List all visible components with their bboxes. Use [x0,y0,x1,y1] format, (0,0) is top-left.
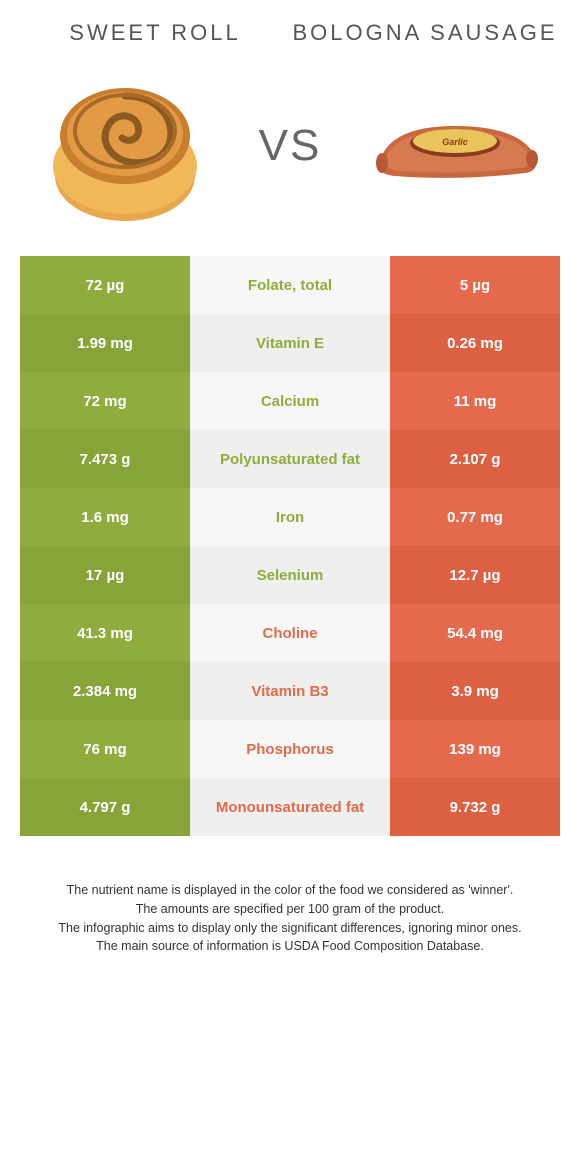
table-row: 72 mgCalcium11 mg [20,372,560,430]
table-row: 2.384 mgVitamin B33.9 mg [20,662,560,720]
right-value: 12.7 µg [390,546,560,604]
images-row: VS Garlic [20,61,560,231]
table-row: 4.797 gMonounsaturated fat9.732 g [20,778,560,836]
right-value: 5 µg [390,256,560,314]
right-value: 0.26 mg [390,314,560,372]
table-row: 72 µgFolate, total5 µg [20,256,560,314]
table-row: 7.473 gPolyunsaturated fat2.107 g [20,430,560,488]
left-value: 7.473 g [20,430,190,488]
nutrient-name: Selenium [190,546,390,604]
left-value: 17 µg [20,546,190,604]
footnote-line: The nutrient name is displayed in the co… [30,881,550,900]
nutrient-name: Folate, total [190,256,390,314]
header-row: Sweet roll Bologna sausage [20,20,560,46]
nutrient-name: Choline [190,604,390,662]
table-row: 41.3 mgCholine54.4 mg [20,604,560,662]
bologna-sausage-icon: Garlic [360,101,550,191]
nutrient-name: Polyunsaturated fat [190,430,390,488]
right-value: 9.732 g [390,778,560,836]
footnote-line: The infographic aims to display only the… [30,919,550,938]
table-row: 1.99 mgVitamin E0.26 mg [20,314,560,372]
right-value: 139 mg [390,720,560,778]
right-value: 2.107 g [390,430,560,488]
right-value: 11 mg [390,372,560,430]
footnotes: The nutrient name is displayed in the co… [20,881,560,956]
nutrient-name: Vitamin E [190,314,390,372]
sweet-roll-image [30,61,220,231]
left-value: 72 µg [20,256,190,314]
right-value: 3.9 mg [390,662,560,720]
vs-label: VS [259,121,322,171]
left-value: 2.384 mg [20,662,190,720]
nutrient-name: Vitamin B3 [190,662,390,720]
left-value: 41.3 mg [20,604,190,662]
left-value: 4.797 g [20,778,190,836]
right-food-title: Bologna sausage [290,20,560,46]
svg-text:Garlic: Garlic [442,137,468,147]
nutrient-name: Phosphorus [190,720,390,778]
footnote-line: The amounts are specified per 100 gram o… [30,900,550,919]
left-value: 1.99 mg [20,314,190,372]
nutrient-name: Calcium [190,372,390,430]
left-food-title: Sweet roll [20,20,290,46]
left-value: 72 mg [20,372,190,430]
table-row: 1.6 mgIron0.77 mg [20,488,560,546]
right-value: 0.77 mg [390,488,560,546]
nutrient-table: 72 µgFolate, total5 µg1.99 mgVitamin E0.… [20,256,560,836]
sweet-roll-icon [40,66,210,226]
left-value: 76 mg [20,720,190,778]
right-value: 54.4 mg [390,604,560,662]
bologna-sausage-image: Garlic [360,61,550,231]
nutrient-name: Iron [190,488,390,546]
table-row: 76 mgPhosphorus139 mg [20,720,560,778]
table-row: 17 µgSelenium12.7 µg [20,546,560,604]
nutrient-name: Monounsaturated fat [190,778,390,836]
left-value: 1.6 mg [20,488,190,546]
footnote-line: The main source of information is USDA F… [30,937,550,956]
